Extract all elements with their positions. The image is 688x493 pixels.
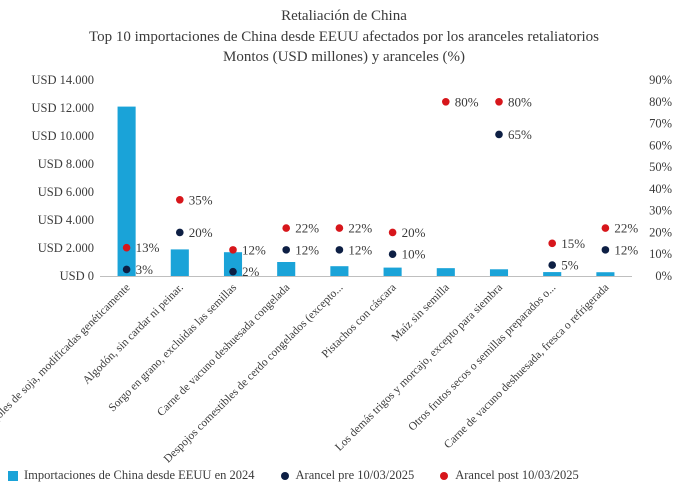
pre-tariff-point — [176, 228, 184, 237]
y-left-tick-label: USD 2.000 — [38, 241, 94, 255]
pre-tariff-point — [335, 246, 344, 254]
legend-swatch-pre — [280, 471, 289, 480]
y-left-tick-label: USD 12.000 — [31, 101, 94, 115]
post-tariff-point — [229, 246, 237, 254]
y-right-tick-label: 50% — [649, 160, 672, 174]
legend-label-post: Arancel post 10/03/2025 — [455, 468, 579, 482]
pre-tariff-label: 20% — [189, 225, 213, 240]
x-tick-label: Algodón, sin cardar ni peinar. — [81, 282, 186, 387]
post-tariff-point — [548, 239, 556, 248]
post-tariff-label: 35% — [189, 192, 213, 207]
y-right-tick-label: 90% — [649, 73, 672, 87]
post-tariff-label: 12% — [242, 242, 266, 257]
post-tariff-label: 80% — [455, 94, 479, 109]
pre-tariff-label: 12% — [614, 242, 638, 257]
bar — [436, 268, 455, 276]
y-right-tick-label: 20% — [649, 225, 672, 239]
pre-tariff-point — [601, 246, 610, 254]
post-tariff-label: 22% — [348, 221, 372, 236]
bar — [489, 269, 509, 276]
bar — [543, 272, 562, 276]
pre-tariff-label: 5% — [561, 258, 579, 273]
post-tariff-point — [601, 224, 610, 232]
post-tariff-label: 20% — [402, 225, 426, 240]
pre-tariff-point — [495, 130, 503, 139]
legend-item-pre: Arancel pre 10/03/2025 — [280, 468, 415, 483]
pre-tariff-point — [282, 246, 291, 254]
post-tariff-point — [176, 195, 184, 204]
pre-tariff-label: 12% — [348, 242, 372, 257]
pre-tariff-point — [229, 267, 237, 276]
post-tariff-label: 13% — [136, 240, 160, 255]
pre-tariff-point — [122, 265, 131, 274]
bar — [223, 252, 243, 276]
post-tariff-label: 22% — [295, 221, 319, 236]
y-right-tick-label: 30% — [649, 204, 672, 218]
bar — [330, 266, 349, 276]
post-tariff-point — [335, 224, 344, 232]
pre-tariff-point — [548, 261, 556, 269]
post-tariff-label: 80% — [508, 94, 532, 109]
pre-tariff-label: 10% — [402, 247, 426, 262]
post-tariff-label: 15% — [561, 236, 585, 251]
chart-subtitle-units: Montos (USD millones) y aranceles (%) — [222, 49, 466, 65]
y-right-tick-label: 80% — [649, 95, 672, 109]
bar — [170, 249, 189, 276]
post-tariff-point — [388, 228, 397, 237]
legend-swatch-post — [440, 471, 449, 480]
legend-swatch-imports — [8, 470, 18, 481]
legend-item-imports: Importaciones de China desde EEUU en 202… — [8, 468, 255, 483]
y-left-tick-label: USD 0 — [60, 269, 94, 283]
bar — [596, 272, 615, 276]
y-left-tick-label: USD 6.000 — [38, 185, 94, 199]
pre-tariff-point — [388, 250, 397, 259]
post-tariff-point — [282, 224, 291, 232]
x-tick-label: Despojos comestibles de cerdo congelados… — [162, 282, 346, 466]
post-tariff-label: 22% — [614, 221, 638, 236]
y-right-tick-label: 10% — [649, 247, 672, 261]
chart-subtitle: Top 10 importaciones de China desde EEUU… — [88, 29, 600, 45]
y-right-tick-label: 70% — [649, 117, 672, 131]
bar — [277, 262, 296, 276]
y-left-tick-label: USD 4.000 — [38, 213, 94, 227]
y-right-tick-label: 0% — [655, 269, 672, 283]
pre-tariff-label: 12% — [295, 242, 319, 257]
y-right-tick-label: 40% — [649, 182, 672, 196]
post-tariff-point — [495, 97, 503, 106]
post-tariff-point — [442, 97, 450, 106]
bar — [383, 267, 402, 276]
pre-tariff-label: 3% — [136, 262, 154, 277]
y-right-tick-label: 60% — [649, 138, 672, 152]
post-tariff-point — [122, 243, 131, 252]
legend-label-pre: Arancel pre 10/03/2025 — [295, 468, 415, 482]
y-left-tick-label: USD 14.000 — [31, 73, 94, 87]
pre-tariff-label: 65% — [508, 127, 532, 142]
legend-label-imports: Importaciones de China desde EEUU en 202… — [24, 468, 255, 482]
legend-item-post: Arancel post 10/03/2025 — [440, 468, 579, 483]
y-left-tick-label: USD 10.000 — [31, 129, 94, 143]
chart-title: Retaliación de China — [281, 8, 407, 24]
bar — [117, 106, 136, 276]
pre-tariff-label: 2% — [242, 264, 260, 279]
legend: Importaciones de China desde EEUU en 202… — [8, 468, 605, 483]
y-left-tick-label: USD 8.000 — [38, 157, 94, 171]
